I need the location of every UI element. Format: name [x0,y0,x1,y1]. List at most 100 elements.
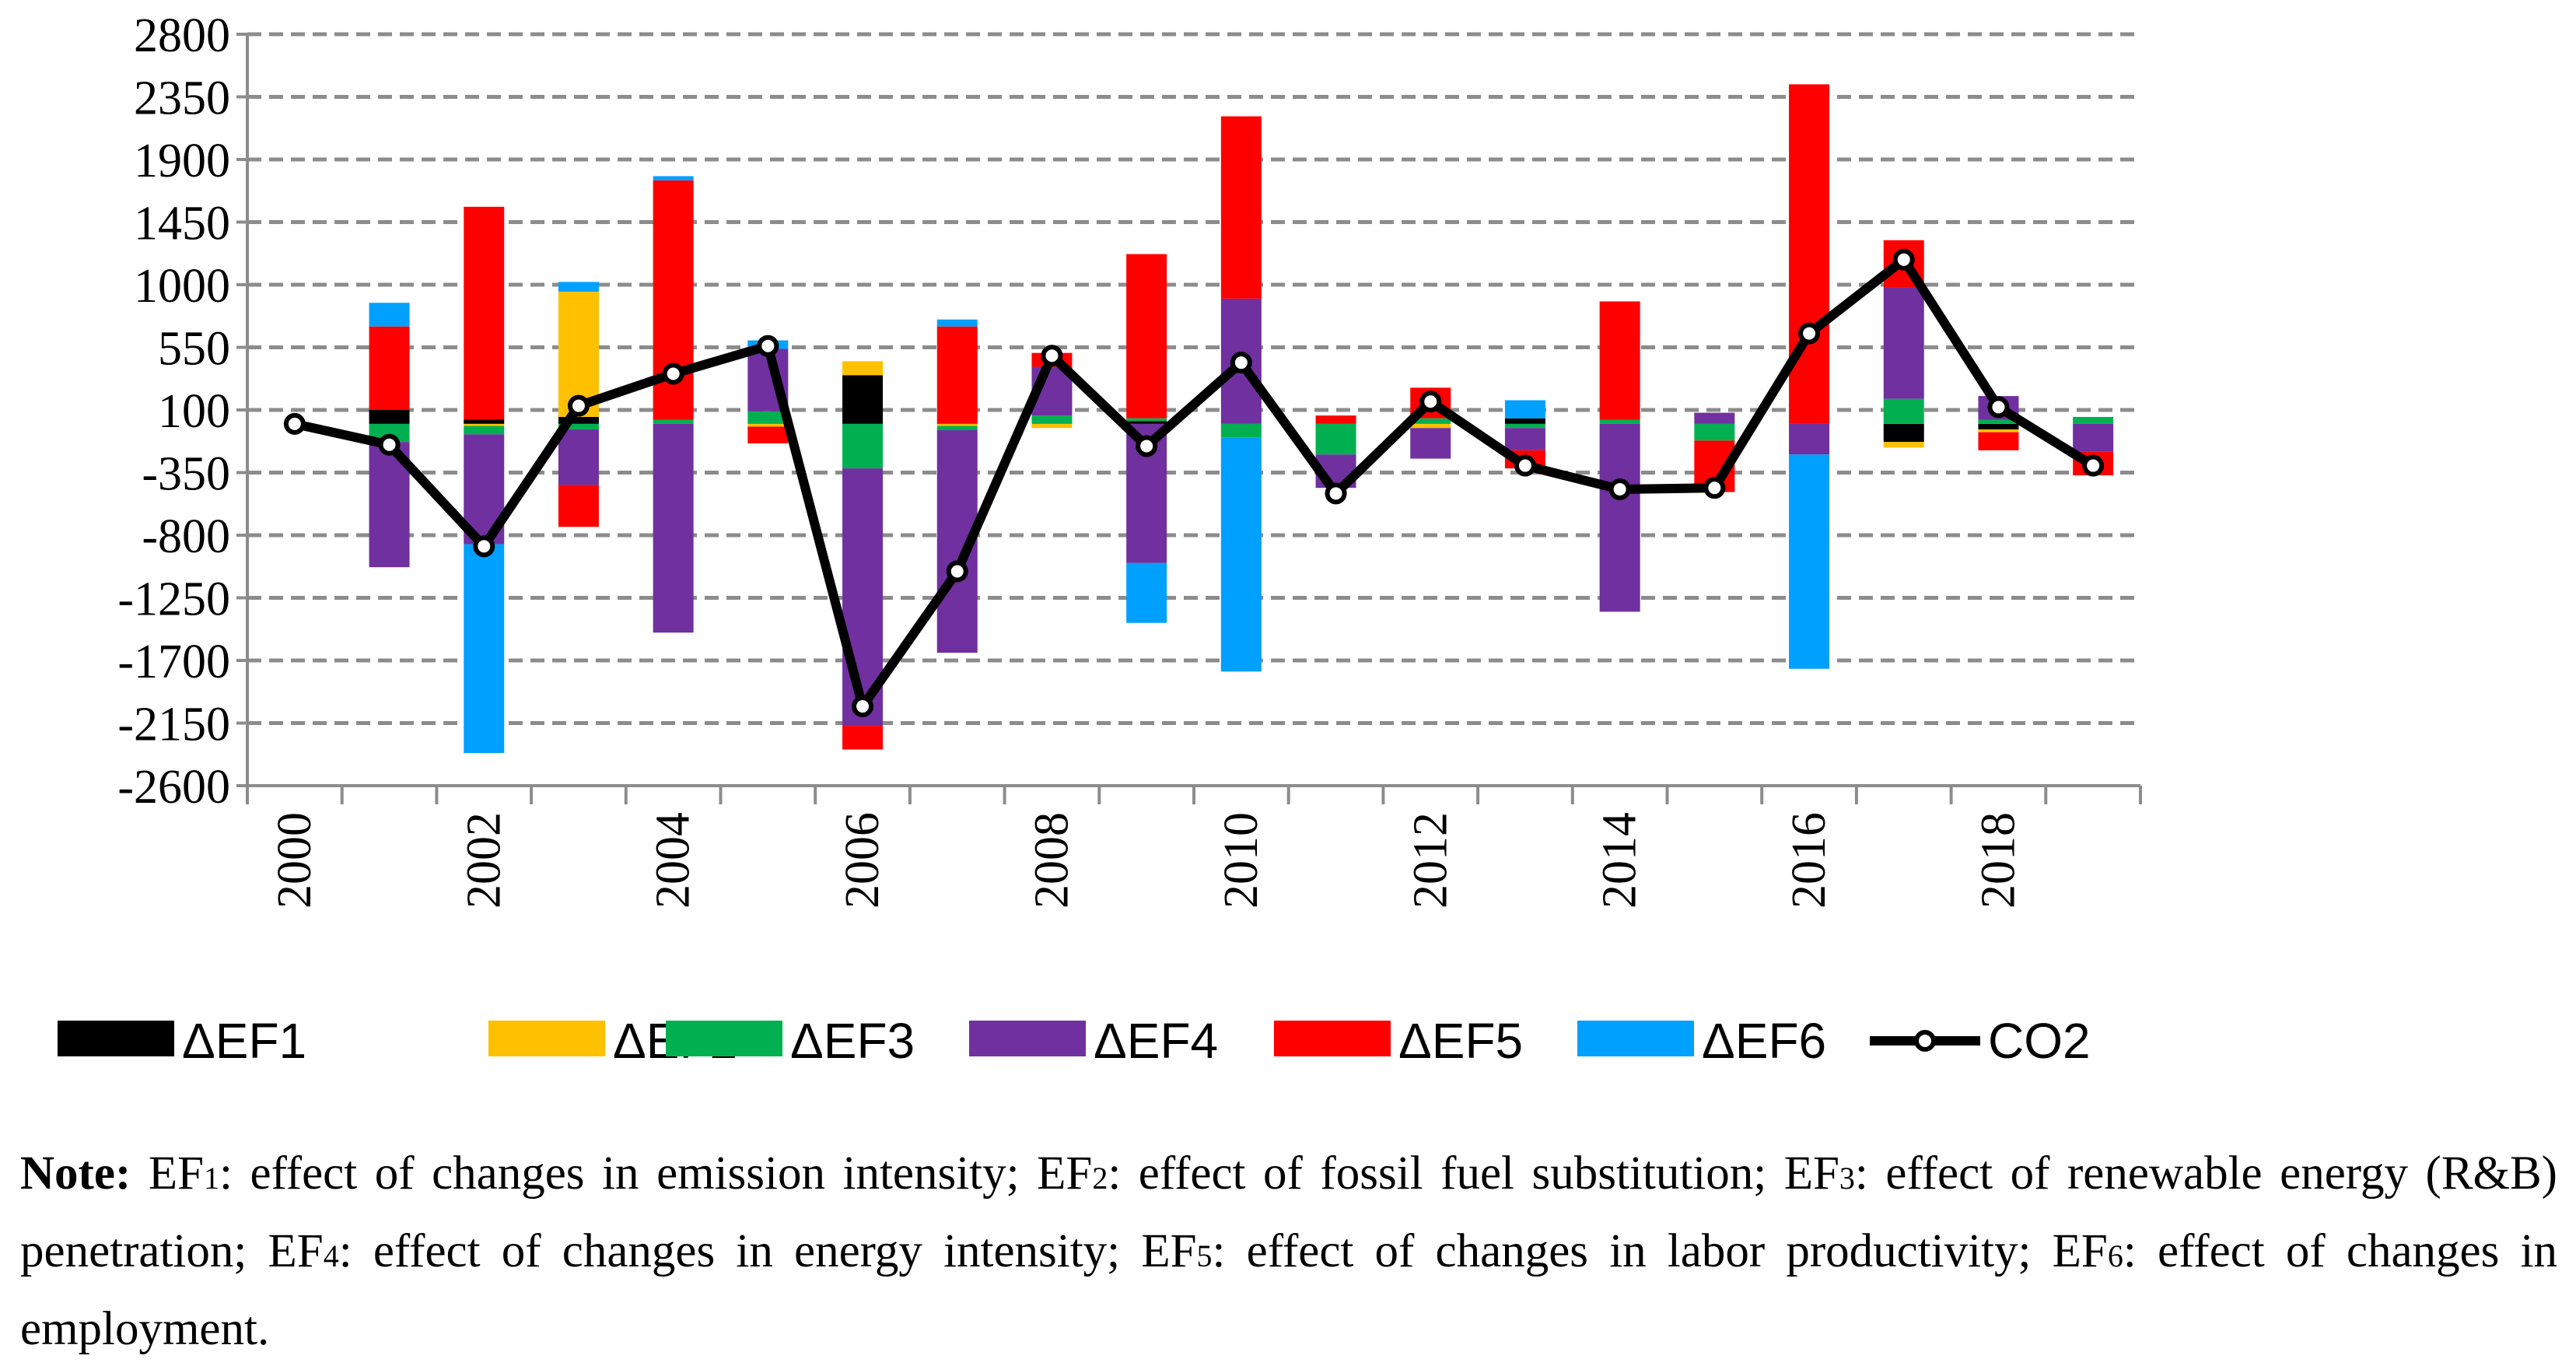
legend-swatch-delta-ef6 [1577,1021,1694,1056]
bar-delta-ef1-2018 [1978,423,2019,430]
co2-point-2014 [1608,478,1631,500]
legend-swatch-delta-ef1 [58,1021,174,1056]
bar-delta-ef1-2017 [1883,423,1924,443]
y-tick-label: -2600 [117,761,230,814]
bar-delta-ef4-2016 [1789,423,1830,455]
note-abbr: EF [268,1225,324,1277]
bar-delta-ef6-2001 [369,303,410,327]
bar-delta-ef3-2008 [1031,415,1073,424]
bar-delta-ef3-2017 [1883,398,1924,424]
co2-point-2011 [1325,482,1347,505]
bar-delta-ef3-2014 [1599,419,1640,424]
co2-point-2015 [1703,477,1726,499]
note-abbr: EF [1037,1147,1093,1200]
note: Note: EF1: effect of changes in emission… [20,1137,2557,1366]
legend: ΔEF1ΔEF2ΔEF3ΔEF4ΔEF5ΔEF6CO2 [58,1013,2091,1069]
bar-delta-ef3-2005 [747,411,789,424]
bar-delta-ef3-2011 [1315,423,1356,455]
note-label: Note: [20,1147,131,1200]
note-item-2: EF2: effect of fossil fuel substitution; [1037,1147,1784,1200]
bar-delta-ef1-2006 [842,375,884,424]
note-sub: 2 [1092,1161,1108,1196]
y-tick-label: 2800 [134,9,230,62]
co2-point-2017 [1892,248,1915,271]
y-tick-label: 100 [158,385,230,438]
note-sub: 1 [204,1161,219,1196]
bar-delta-ef1-2001 [369,410,410,424]
bar-delta-ef4-2014 [1599,423,1640,612]
bar-delta-ef5-2014 [1599,301,1640,420]
bar-delta-ef1-2009 [1126,421,1167,424]
legend-marker-co2 [1914,1030,1936,1052]
bar-delta-ef6-2002 [464,544,505,753]
bar-delta-ef4-2012 [1410,428,1451,459]
co2-point-2004 [662,363,684,385]
legend-label-co2: CO2 [1988,1013,2091,1069]
bar-delta-ef4-2004 [653,423,694,633]
bar-delta-ef5-2003 [558,485,599,527]
note-text: : effect of renewable energy (R&B) penet… [20,1147,2557,1277]
bar-delta-ef6-2007 [936,319,978,327]
x-axis-ticks: 2000 2002 2004 2006 2008 2010 2012 2014 2016 2018 [246,786,2142,909]
note-item-6: EF6: effect of changes in employment. [20,1225,2557,1355]
bar-delta-ef6-2013 [1504,400,1545,419]
bar-delta-ef4-2013 [1504,428,1545,450]
co2-point-2006 [852,695,874,718]
note-abbr: EF [2052,1225,2108,1277]
note-sub: 6 [2107,1238,2123,1273]
bar-delta-ef3-2001 [369,423,410,443]
legend-swatch-delta-ef3 [666,1021,782,1056]
y-axis-ticks: 2800 2350 1900 1450 1000 550 100 -350 -800 -1250 -… [117,9,247,814]
x-tick-label: 2012 [1404,812,1457,909]
note-item-5: EF5: effect of changes in labor producti… [1141,1225,2052,1277]
note-abbr: EF [1783,1147,1839,1200]
bar-delta-ef3-2018 [1978,419,2019,424]
bar-delta-ef2-2007 [936,423,978,426]
bar-delta-ef2-2008 [1031,423,1073,429]
bar-delta-ef3-2019 [2073,416,2114,424]
bar-delta-ef5-2002 [464,206,505,420]
note-text: : effect of fossil fuel substitution; [1108,1147,1784,1200]
x-tick-label: 2002 [457,812,510,909]
bar-delta-ef5-2005 [747,426,789,443]
note-abbr: EF [148,1147,204,1200]
x-tick-label: 2010 [1215,812,1268,909]
bar-delta-ef6-2004 [653,176,694,180]
bar-delta-ef2-2017 [1883,442,1924,448]
note-sub: 3 [1839,1161,1855,1196]
bar-delta-ef3-2012 [1410,418,1451,424]
note-text: : effect of changes in emission intensit… [219,1147,1038,1200]
x-tick-label: 2018 [1972,812,2025,909]
bar-delta-ef1-2003 [558,416,599,424]
legend-label-delta-ef3: ΔEF3 [790,1013,915,1069]
legend-label-delta-ef5: ΔEF5 [1398,1013,1523,1069]
legend-label-delta-ef6: ΔEF6 [1702,1013,1826,1069]
x-tick-label: 2000 [268,812,321,909]
bar-delta-ef2-2006 [842,361,884,376]
y-tick-label: -2150 [117,699,230,751]
stacked-bars [369,84,2114,753]
bar-delta-ef5-2018 [1978,432,2019,450]
note-item-3: EF3: effect of renewable energy (R&B) pe… [20,1147,2557,1277]
co2-point-2005 [757,334,779,357]
bar-delta-ef4-2003 [558,429,599,485]
bar-delta-ef5-2009 [1126,254,1167,419]
y-tick-label: -350 [142,448,230,501]
co2-point-2016 [1798,322,1821,345]
bar-delta-ef3-2002 [464,426,505,435]
bar-delta-ef5-2010 [1220,116,1262,299]
bar-delta-ef3-2004 [653,419,694,424]
y-tick-label: -800 [142,510,230,563]
co2-point-2003 [567,394,590,417]
co2-point-2007 [946,560,968,583]
bar-delta-ef2-2002 [464,423,505,426]
bar-delta-ef3-2013 [1504,423,1545,429]
bar-delta-ef5-2007 [936,326,978,424]
bar-delta-ef6-2009 [1126,562,1167,623]
bar-delta-ef4-2019 [2073,423,2114,452]
co2-series-line [293,254,2096,712]
bar-delta-ef6-2010 [1220,437,1262,672]
note-text: : effect of changes in employment. [20,1225,2557,1355]
bar-delta-ef6-2003 [558,282,599,292]
co2-point-2010 [1230,352,1252,374]
